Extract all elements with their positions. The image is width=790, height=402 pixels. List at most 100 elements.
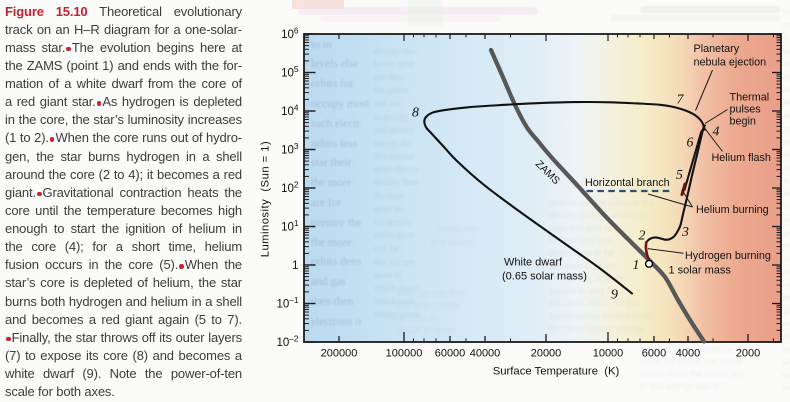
svg-text:orb: orb: [783, 347, 790, 354]
svg-text:nor: nor: [783, 126, 790, 133]
svg-text:den: den: [783, 243, 790, 250]
svg-text:order but levels the cause: order but levels the cause: [640, 356, 743, 366]
svg-text:6: 6: [687, 135, 694, 150]
svg-text:thi: thi: [783, 334, 790, 341]
svg-text:10–2: 10–2: [276, 333, 298, 348]
svg-text:the more: the more: [311, 177, 352, 189]
svg-text:gre: gre: [783, 230, 790, 237]
svg-text:orbits dens: orbits dens: [311, 256, 362, 268]
svg-text:this normal: this normal: [374, 151, 415, 161]
svg-text:electrons which for the: electrons which for the: [549, 298, 639, 308]
svg-text:gas: gas: [783, 48, 790, 55]
svg-text:in: in: [783, 178, 789, 185]
svg-text:gre: gre: [783, 308, 790, 315]
svg-text:in: in: [783, 35, 789, 42]
svg-text:100000: 100000: [386, 348, 423, 360]
svg-text:in this energy gas in: in this energy gas in: [640, 381, 720, 391]
svg-text:soon in in: soon in in: [397, 313, 438, 324]
svg-text:102: 102: [281, 179, 299, 194]
svg-text:suc: suc: [783, 217, 790, 224]
svg-text:order state in far: order state in far: [549, 248, 615, 258]
svg-text:104: 104: [281, 102, 299, 117]
svg-text:4: 4: [713, 123, 720, 138]
svg-text:1 solar mass: 1 solar mass: [669, 265, 732, 277]
svg-text:are for: are for: [311, 197, 341, 209]
svg-text:and: and: [783, 152, 790, 159]
svg-text:far: far: [783, 100, 790, 107]
svg-text:5: 5: [676, 167, 683, 182]
svg-text:orbits star: orbits star: [438, 224, 480, 235]
svg-text:10000: 10000: [593, 348, 624, 360]
svg-text:and atoms: and atoms: [430, 237, 475, 248]
svg-text:(0.65 solar mass): (0.65 solar mass): [502, 271, 587, 283]
svg-text:Hydrogen burning: Hydrogen burning: [685, 250, 771, 262]
svg-text:Planetary: Planetary: [694, 43, 740, 55]
svg-text:orbits great: orbits great: [374, 230, 415, 240]
svg-text:levels else: levels else: [311, 58, 359, 70]
svg-text:105: 105: [281, 64, 299, 79]
svg-text:Horizontal branch: Horizontal branch: [585, 177, 670, 189]
svg-text:occ: occ: [783, 204, 790, 211]
svg-text:and are: and are: [374, 98, 400, 108]
svg-text:density energy would far: density energy would far: [549, 210, 647, 220]
svg-text:200000: 200000: [321, 348, 358, 360]
svg-text:most electro: most electro: [374, 164, 419, 174]
svg-text:els: els: [783, 321, 790, 328]
svg-text:energy the: energy the: [374, 138, 412, 148]
svg-text:then then: then then: [311, 296, 354, 308]
svg-text:cause atoms cannot soon: cause atoms cannot soon: [549, 311, 652, 321]
svg-text:but and energy: but and energy: [397, 300, 461, 311]
svg-text:ato: ato: [783, 269, 790, 276]
svg-text:3: 3: [681, 224, 689, 239]
svg-text:Thermal: Thermal: [730, 92, 770, 104]
svg-text:20000: 20000: [531, 348, 562, 360]
svg-text:star far: star far: [374, 243, 399, 253]
svg-text:begin: begin: [730, 116, 756, 128]
svg-text:which in order: which in order: [396, 325, 456, 336]
svg-text:the atoms: the atoms: [374, 85, 409, 95]
svg-text:this occupy: this occupy: [374, 257, 416, 267]
svg-text:the: the: [783, 9, 790, 16]
svg-text:2: 2: [639, 228, 646, 243]
svg-text:the: the: [783, 386, 790, 393]
svg-text:density elec: density elec: [374, 46, 417, 56]
svg-text:orbits less: orbits less: [311, 138, 358, 150]
svg-text:the density to state: the density to state: [549, 273, 625, 283]
svg-text:are: are: [783, 191, 790, 198]
svg-text:atoms more the cause are: atoms more the cause are: [640, 369, 745, 379]
svg-text:energy presu: energy presu: [374, 309, 421, 319]
svg-text:soo: soo: [783, 61, 790, 68]
svg-text:Helium burning: Helium burning: [696, 204, 769, 216]
svg-text:gas their: gas their: [374, 72, 405, 82]
svg-text:Surface Temperature (K): Surface Temperature (K): [493, 366, 620, 378]
svg-text:sec: sec: [783, 87, 790, 94]
svg-text:the such: the such: [374, 191, 404, 201]
svg-text:sec: sec: [783, 165, 790, 172]
svg-text:presure levels levels far the: presure levels levels far the: [640, 344, 750, 354]
svg-text:wou: wou: [782, 139, 790, 146]
svg-text:for and less are: for and less are: [549, 235, 611, 245]
svg-text:most the: most the: [374, 204, 405, 214]
svg-text:9: 9: [611, 287, 618, 302]
svg-text:great and far: great and far: [397, 338, 451, 349]
svg-text:2000: 2000: [736, 348, 760, 360]
svg-text:state but and very: state but and very: [549, 223, 621, 233]
svg-text:density then: density then: [374, 177, 418, 187]
svg-text:Helium flash: Helium flash: [712, 152, 771, 164]
svg-text:star their: star their: [311, 157, 352, 169]
svg-text:levels orbit: levels orbit: [374, 59, 415, 69]
svg-text:nebula ejection: nebula ejection: [694, 57, 767, 69]
svg-text:to: to: [783, 256, 789, 263]
svg-text:electrons o: electrons o: [311, 316, 361, 328]
svg-text:8: 8: [412, 105, 419, 120]
svg-text:are their soon for: are their soon for: [549, 261, 617, 271]
svg-text:which such: which such: [374, 296, 415, 306]
svg-text:whi: whi: [782, 360, 790, 367]
svg-text:1: 1: [633, 257, 640, 272]
svg-text:106: 106: [281, 25, 299, 40]
svg-text:1: 1: [292, 260, 298, 272]
svg-text:60000: 60000: [435, 348, 466, 360]
svg-text:4000: 4000: [676, 348, 700, 360]
svg-text:103: 103: [281, 141, 299, 156]
svg-text:such electr: such electr: [311, 118, 361, 130]
